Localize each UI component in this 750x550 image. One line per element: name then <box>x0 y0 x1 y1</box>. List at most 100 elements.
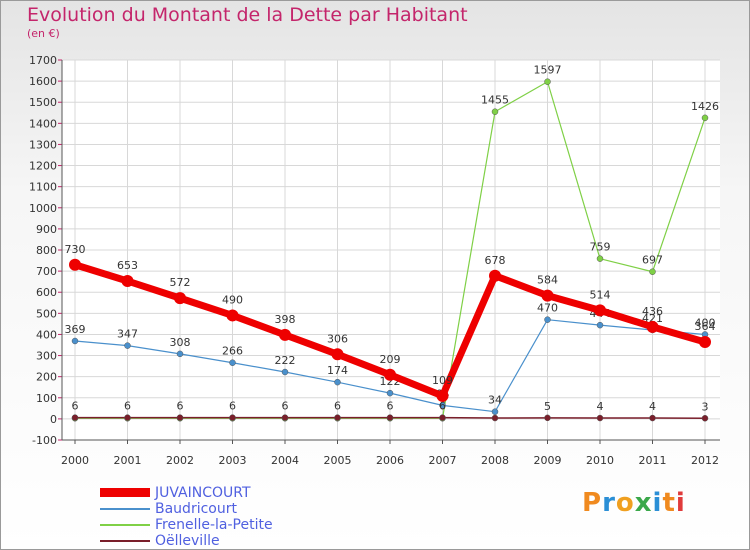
y-tick-label: 600 <box>36 286 57 299</box>
data-point-o-lleville <box>439 414 446 421</box>
data-point-juvaincourt <box>489 269 501 282</box>
data-point-o-lleville <box>386 414 394 421</box>
legend-swatch-juvaincourt <box>100 488 150 497</box>
data-label-juvaincourt: 109 <box>432 374 453 387</box>
data-label-o-lleville: 4 <box>597 400 604 413</box>
y-tick-label: 0 <box>50 413 57 426</box>
data-point-baudricourt <box>386 389 394 397</box>
data-point-juvaincourt <box>69 258 81 271</box>
logo-letter: o <box>615 488 635 518</box>
data-label-frenelle-la-petite: 697 <box>642 254 663 267</box>
y-tick-label: 500 <box>36 307 57 320</box>
legend-label-juvaincourt: JUVAINCOURT <box>155 485 251 501</box>
data-label-frenelle-la-petite: 1426 <box>691 100 719 113</box>
data-point-frenelle-la-petite <box>649 268 656 275</box>
data-label-o-lleville: 6 <box>229 400 236 413</box>
data-label-juvaincourt: 209 <box>380 353 401 366</box>
data-point-o-lleville <box>649 414 656 422</box>
y-tick-label: 200 <box>36 371 57 384</box>
logo-letter: i <box>652 488 663 518</box>
x-tick-label: 2001 <box>114 454 142 467</box>
data-point-o-lleville <box>71 414 79 421</box>
data-point-o-lleville <box>701 415 709 422</box>
data-label-baudricourt: 222 <box>275 354 296 367</box>
legend-swatch-baudricourt <box>100 508 150 510</box>
logo-letter: i <box>675 488 686 518</box>
y-tick-label: 700 <box>36 265 57 278</box>
legend-label-oelleville: Oëlleville <box>155 533 220 549</box>
legend-label-frenelle-la-petite: Frenelle-la-Petite <box>155 517 273 533</box>
y-tick-label: 800 <box>36 244 57 257</box>
logo-letter: t <box>662 488 676 518</box>
data-point-frenelle-la-petite <box>544 78 551 85</box>
data-label-frenelle-la-petite: 1455 <box>481 94 509 107</box>
data-point-baudricourt <box>71 337 79 345</box>
data-label-baudricourt: 266 <box>222 345 243 358</box>
legend-label-baudricourt: Baudricourt <box>155 501 237 517</box>
data-point-o-lleville <box>596 414 604 422</box>
data-label-baudricourt: 347 <box>117 328 138 341</box>
data-point-baudricourt <box>596 321 604 329</box>
data-point-o-lleville <box>176 414 184 421</box>
x-tick-label: 2008 <box>481 454 509 467</box>
data-point-juvaincourt <box>436 389 449 402</box>
data-point-o-lleville <box>229 414 236 421</box>
data-point-juvaincourt <box>331 348 344 361</box>
data-label-juvaincourt: 653 <box>117 259 138 272</box>
data-point-baudricourt <box>334 378 341 386</box>
y-tick-label: 900 <box>36 223 57 236</box>
data-label-juvaincourt: 678 <box>485 254 506 267</box>
y-tick-label: 1000 <box>29 202 57 215</box>
y-tick-label: 1400 <box>29 117 57 130</box>
data-label-juvaincourt: 306 <box>327 332 348 345</box>
data-point-juvaincourt <box>174 292 186 305</box>
x-tick-label: 2011 <box>639 454 667 467</box>
data-point-juvaincourt <box>594 304 606 317</box>
data-label-baudricourt: 174 <box>327 364 348 377</box>
data-point-baudricourt <box>544 316 551 323</box>
data-label-baudricourt: 308 <box>170 336 191 349</box>
data-label-baudricourt: 369 <box>65 323 86 336</box>
data-label-juvaincourt: 572 <box>170 276 191 289</box>
x-tick-label: 2003 <box>219 454 247 467</box>
data-label-baudricourt: 400 <box>695 316 716 329</box>
data-label-o-lleville: 6 <box>72 400 79 413</box>
legend-swatch-oelleville <box>100 540 150 542</box>
proxiti-logo: Proxiti <box>582 488 686 518</box>
y-tick-label: 1300 <box>29 138 57 151</box>
data-point-juvaincourt <box>646 320 659 333</box>
data-point-o-lleville <box>124 414 131 421</box>
logo-letter: r <box>602 488 616 518</box>
data-label-o-lleville: 6 <box>334 400 341 413</box>
y-tick-label: 1600 <box>29 75 57 88</box>
logo-letter: x <box>634 488 653 518</box>
data-point-frenelle-la-petite <box>491 108 499 115</box>
data-point-o-lleville <box>491 414 499 422</box>
data-label-baudricourt: 470 <box>537 302 558 315</box>
data-point-baudricourt <box>229 359 236 366</box>
data-label-frenelle-la-petite: 1597 <box>534 64 562 77</box>
data-point-juvaincourt <box>699 336 711 349</box>
data-point-baudricourt <box>439 402 446 409</box>
y-tick-label: -100 <box>32 434 57 447</box>
chart-subtitle: (en €) <box>27 27 60 40</box>
x-tick-label: 2000 <box>61 454 89 467</box>
data-point-juvaincourt <box>121 275 134 288</box>
data-label-juvaincourt: 584 <box>537 274 558 287</box>
y-tick-label: 400 <box>36 328 57 341</box>
y-tick-label: 1200 <box>29 160 57 173</box>
chart-title: Evolution du Montant de la Dette par Hab… <box>27 4 468 26</box>
y-tick-label: 1100 <box>29 181 57 194</box>
y-tick-label: 100 <box>36 392 57 405</box>
data-point-frenelle-la-petite <box>596 255 604 262</box>
x-tick-label: 2004 <box>271 454 299 467</box>
x-tick-label: 2007 <box>429 454 457 467</box>
data-point-baudricourt <box>176 350 184 358</box>
data-point-frenelle-la-petite <box>701 114 709 122</box>
data-label-juvaincourt: 364 <box>695 320 716 333</box>
data-label-juvaincourt: 398 <box>275 313 296 326</box>
data-point-juvaincourt <box>226 309 239 322</box>
data-label-juvaincourt: 730 <box>65 243 86 256</box>
data-label-juvaincourt: 436 <box>642 305 663 318</box>
data-point-juvaincourt <box>279 328 291 341</box>
